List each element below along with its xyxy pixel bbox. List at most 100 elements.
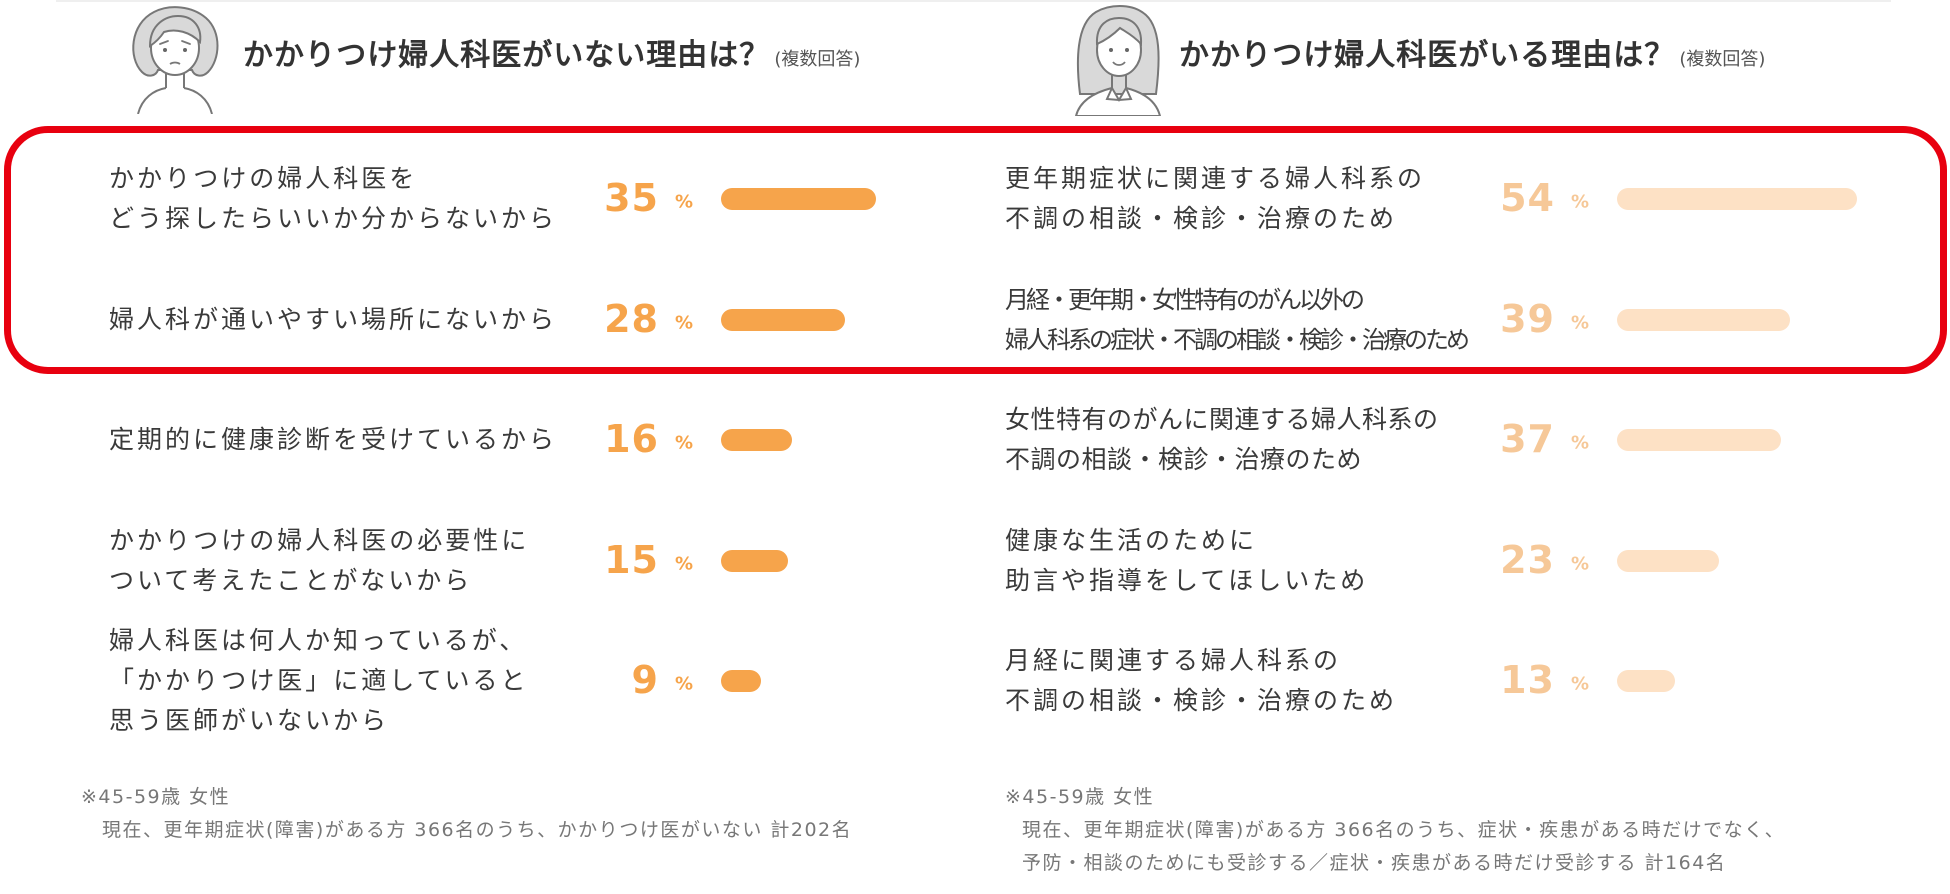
mouth (169, 61, 181, 65)
percent-sign: % (675, 191, 694, 213)
reason-label-line: どう探したらいいか分からないから (109, 204, 558, 234)
reason-label-line: ついて考えたことがないから (109, 565, 473, 595)
right-chart-heading: かかりつけ婦人科医がいる理由は？ (複数回答) (1179, 36, 1765, 76)
reason-label: かかりつけの婦人科医の必要性に ついて考えたことがないから (109, 521, 529, 601)
reason-row: 婦人科医は何人か知っているが、 「かかりつけ医」に適していると 思う医師がいないから… (0, 621, 1054, 742)
bar (1617, 670, 1675, 693)
worried-woman-icon (132, 6, 219, 114)
value-label: 28 (604, 296, 659, 341)
reason-label-line: 女性特有のがんに関連する婦人科系の (1005, 405, 1439, 435)
bar (721, 188, 877, 211)
reason-row: かかりつけの婦人科医をどう探したらいいか分からないから 35% (0, 139, 1054, 260)
reason-label: 月経に関連する婦人科系の不調の相談・検診・治療のため (1005, 641, 1397, 721)
reason-row: 婦人科が通いやすい場所にないから 28% (0, 260, 1054, 381)
footnote-line: ※45-59歳 女性 (1005, 786, 1155, 808)
highlight-frame (4, 126, 1947, 374)
percent-sign: % (1571, 312, 1590, 334)
reason-row: かかりつけの婦人科医の必要性に ついて考えたことがないから 15% (0, 501, 1054, 622)
chart-subtitle: (複数回答) (1679, 49, 1766, 70)
reason-label-line: 不調の相談・検診・治療のため (1005, 445, 1363, 475)
bar (721, 429, 793, 452)
left-chart-heading: かかりつけ婦人科医がいない理由は？ (複数回答) (243, 36, 860, 76)
reason-row: 定期的に健康診断を受けているから 16% (0, 380, 1054, 501)
bar (1617, 188, 1857, 211)
chart-title: かかりつけ婦人科医がいない理由は？ (243, 38, 771, 73)
percent-sign: % (1571, 553, 1590, 575)
reason-label-line: 思う医師がいないから (109, 706, 390, 736)
reason-label: 健康な生活のために助言や指導をしてほしいため (1005, 521, 1368, 601)
value-label: 54 (1500, 176, 1555, 221)
smiling-woman-icon (1074, 5, 1162, 116)
value-label: 35 (604, 176, 659, 221)
chart-title: かかりつけ婦人科医がいる理由は？ (1179, 38, 1676, 73)
top-divider (56, 0, 1891, 2)
percent-sign: % (675, 673, 694, 695)
bangs-shape (148, 14, 202, 48)
bar (721, 549, 788, 572)
reason-label: 婦人科が通いやすい場所にないから (109, 300, 557, 340)
reason-row: 更年期症状に関連する婦人科系の 不調の相談・検診・治療のため 54% (896, 139, 1950, 260)
reason-label-line: 「かかりつけ医」に適していると (109, 666, 529, 696)
reason-row: 月経・更年期・女性特有のがん以外の婦人科系の症状・不調の相談・検診・治療のため 3… (896, 260, 1950, 381)
left-footnote: ※45-59歳 女性 現在、更年期症状(障害)がある方 366名のうち、かかりつ… (81, 781, 852, 847)
bar (721, 670, 761, 693)
reason-label-line: 婦人科系の症状・不調の相談・検診・治療のため (1005, 325, 1470, 354)
eye (1125, 48, 1129, 52)
left-bar-chart: かかりつけの婦人科医をどう探したらいいか分からないから 35% 婦人科が通いやすい場… (0, 139, 1054, 742)
value-label: 39 (1500, 296, 1555, 341)
reason-label-line: 健康な生活のために (1005, 525, 1258, 555)
reason-label-line: 婦人科が通いやすい場所にないから (109, 304, 558, 334)
reason-row: 健康な生活のために助言や指導をしてほしいため 23% (896, 501, 1950, 622)
percent-sign: % (1571, 432, 1590, 454)
bar (1617, 308, 1791, 331)
percent-sign: % (1571, 673, 1590, 695)
collar (1105, 87, 1133, 102)
neck-line (165, 72, 185, 88)
reason-label: 月経・更年期・女性特有のがん以外の婦人科系の症状・不調の相談・検診・治療のため (1005, 280, 1470, 360)
mouth (1112, 61, 1126, 66)
shoulders-outline (137, 87, 213, 114)
right-footnote: ※45-59歳 女性 現在、更年期症状(障害)がある方 366名のうち、症状・疾… (1005, 781, 1785, 880)
reason-label: 定期的に健康診断を受けているから (109, 420, 557, 460)
reason-label-line: 婦人科医は何人か知っているが、 (109, 626, 528, 656)
reason-label-line: 不調の相談・検診・治療のため (1005, 204, 1398, 234)
reason-label: 婦人科医は何人か知っているが、 「かかりつけ医」に適していると 思う医師がいないから (109, 621, 529, 741)
reason-label-line: 更年期症状に関連する婦人科系の (1005, 164, 1426, 194)
bar (1617, 429, 1782, 452)
neck-line (1111, 74, 1127, 88)
bar (1617, 549, 1720, 572)
reason-label-line: 月経に関連する婦人科系の (1005, 646, 1342, 676)
chart-subtitle: (複数回答) (774, 49, 861, 70)
value-label: 16 (604, 417, 659, 462)
value-label: 13 (1500, 658, 1555, 703)
percent-sign: % (675, 432, 694, 454)
percent-sign: % (1571, 191, 1590, 213)
reason-label-line: かかりつけの婦人科医の必要性に (109, 525, 530, 555)
footnote-line: ※45-59歳 女性 (81, 786, 231, 808)
shoulders-outline (1074, 86, 1162, 116)
value-label: 23 (1500, 537, 1555, 582)
percent-sign: % (675, 553, 694, 575)
reason-label-line: 不調の相談・検診・治療のため (1005, 686, 1398, 716)
eye (163, 48, 167, 52)
reason-label: かかりつけの婦人科医をどう探したらいいか分からないから (109, 159, 557, 239)
reason-label-line: 定期的に健康診断を受けているから (109, 425, 558, 455)
bar (721, 308, 846, 331)
reason-label-line: かかりつけの婦人科医を (109, 164, 418, 194)
reason-label-line: 月経・更年期・女性特有のがん以外の (1005, 285, 1365, 314)
reason-label: 更年期症状に関連する婦人科系の 不調の相談・検診・治療のため (1005, 159, 1425, 239)
footnote-line: 現在、更年期症状(障害)がある方 366名のうち、かかりつけ医がいない 計202… (102, 819, 853, 841)
bangs-shape (1095, 16, 1143, 47)
reason-row: 女性特有のがんに関連する婦人科系の 不調の相談・検診・治療のため 37% (896, 380, 1950, 501)
reason-label-line: 助言や指導をしてほしいため (1005, 565, 1369, 595)
reason-row: 月経に関連する婦人科系の不調の相談・検診・治療のため 13% (896, 621, 1950, 742)
value-label: 15 (604, 537, 659, 582)
footnote-line: 予防・相談のためにも受診する／症状・疾患がある時だけ受診する 計164名 (1022, 852, 1727, 874)
right-bar-chart: 更年期症状に関連する婦人科系の 不調の相談・検診・治療のため 54% 月経・更年期・女… (896, 139, 1950, 742)
eye (1109, 48, 1113, 52)
value-label: 37 (1500, 417, 1555, 462)
footnote-line: 現在、更年期症状(障害)がある方 366名のうち、症状・疾患がある時だけでなく、 (1022, 819, 1786, 841)
eye (183, 48, 187, 52)
value-label: 9 (631, 658, 659, 703)
